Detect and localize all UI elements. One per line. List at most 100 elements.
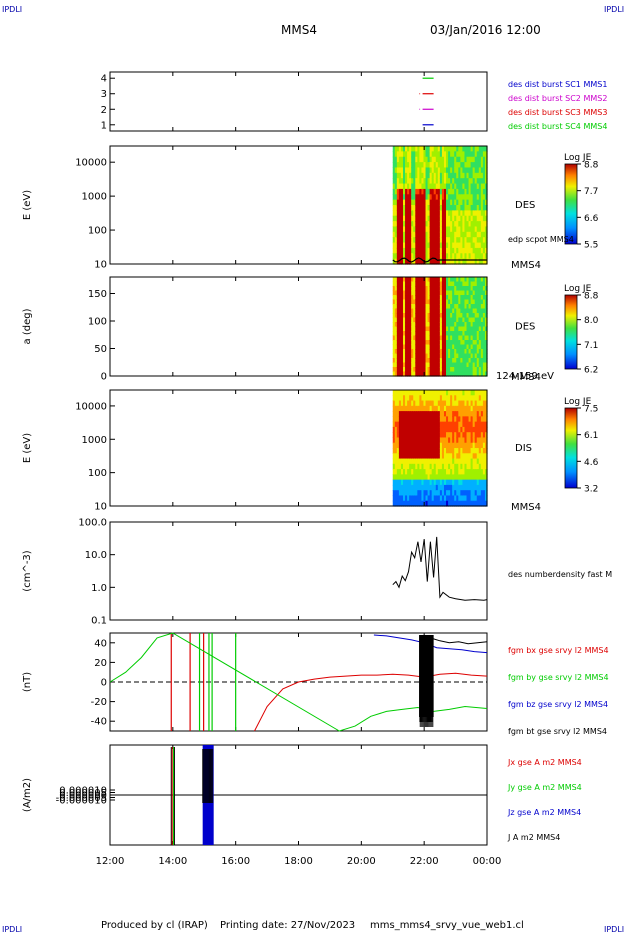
spectrogram-cell xyxy=(425,390,429,396)
spectrogram-cell xyxy=(413,395,416,402)
spectrogram-cell xyxy=(439,188,443,195)
spectrogram-cell xyxy=(433,495,437,502)
spectrogram-cell xyxy=(419,432,423,439)
spectrogram-cell xyxy=(396,286,400,292)
spectrogram-cell xyxy=(400,210,404,217)
spectrogram-cell xyxy=(394,349,398,355)
spectrogram-cell xyxy=(456,258,459,265)
spectrogram-cell xyxy=(446,313,449,319)
spectrogram-cell xyxy=(474,162,478,169)
spectrogram-cell xyxy=(448,290,451,296)
spectrogram-cell xyxy=(409,411,412,417)
spectrogram-cell xyxy=(411,349,414,355)
spectrogram-cell xyxy=(441,183,445,190)
spectrogram-cell xyxy=(460,308,464,314)
spectrogram-cell xyxy=(415,210,418,217)
spectrogram-cell xyxy=(433,199,437,206)
spectrogram-cell xyxy=(454,199,457,206)
spectrogram-cell xyxy=(472,469,476,475)
spectrogram-cell xyxy=(392,286,396,292)
spectrogram-cell xyxy=(446,242,449,249)
spectrogram-cell xyxy=(411,242,414,249)
spectrogram-cell xyxy=(472,340,476,346)
spectrogram-cell xyxy=(417,371,420,377)
spectrogram-cell xyxy=(437,210,441,217)
spectrogram-cell xyxy=(464,432,468,439)
spectrogram-cell xyxy=(458,362,461,368)
spectrogram-cell xyxy=(419,490,423,497)
spectrogram-cell xyxy=(425,295,429,301)
spectrogram-cell xyxy=(446,358,449,364)
spectrogram-cell xyxy=(421,215,425,222)
spectrogram-cell xyxy=(466,326,470,332)
spectrogram-cell xyxy=(474,453,478,460)
spectrogram-cell xyxy=(480,426,484,433)
spectrogram-cell xyxy=(441,484,445,491)
spectrogram-cell xyxy=(448,221,451,228)
spectrogram-cell xyxy=(456,188,459,195)
spectrogram-cell xyxy=(407,247,410,254)
spectrogram-cell xyxy=(480,286,484,292)
y-tick-label: 0.000010 xyxy=(59,786,107,797)
spectrogram-cell xyxy=(407,290,410,296)
spectrogram-cell xyxy=(466,178,470,185)
spectrogram-cell xyxy=(446,258,449,265)
spectrogram-cell xyxy=(448,162,451,169)
spectrogram-cell xyxy=(435,463,439,470)
spectrogram-cell xyxy=(433,426,437,433)
spectrogram-cell xyxy=(458,242,461,249)
spectrogram-cell xyxy=(400,304,404,310)
spectrogram-cell xyxy=(476,484,480,491)
spectrogram-cell xyxy=(413,156,416,163)
spectrogram-cell xyxy=(429,167,433,174)
spectrogram-cell xyxy=(484,479,488,486)
spectrogram-cell xyxy=(482,442,486,449)
spectrogram-cell xyxy=(441,371,445,377)
spectrogram-cell xyxy=(407,353,410,359)
spectrogram-cell xyxy=(409,162,412,169)
spectrogram-cell xyxy=(480,277,484,283)
spectrogram-cell xyxy=(450,463,453,470)
spectrogram-cell xyxy=(425,400,429,407)
spectrogram-cell xyxy=(456,367,459,373)
spectrogram-cell xyxy=(472,317,476,323)
spectrogram-cell xyxy=(415,442,418,449)
spectrogram-cell xyxy=(472,299,476,305)
spectrogram-cell xyxy=(441,286,445,292)
spectrogram-cell xyxy=(433,437,437,444)
spectrogram-cell xyxy=(466,358,470,364)
spectrogram-cell xyxy=(431,432,435,439)
spectrogram-cell xyxy=(450,221,453,228)
spectrogram-cell xyxy=(443,458,447,465)
spectrogram-cell xyxy=(460,371,464,377)
spectrogram-cell xyxy=(411,304,414,310)
spectrogram-cell xyxy=(466,277,470,283)
spectrogram-cell xyxy=(480,411,484,417)
spectrogram-cell xyxy=(439,317,443,323)
spectrogram-cell xyxy=(464,277,468,283)
spectrogram-cell xyxy=(443,453,447,460)
spectrogram-cell xyxy=(464,490,468,497)
spectrogram-cell xyxy=(400,299,404,305)
spectrogram-cell xyxy=(415,317,418,323)
spectrogram-cell xyxy=(435,281,439,287)
spectrogram-cell xyxy=(454,317,457,323)
spectrogram-cell xyxy=(417,344,420,350)
spectrogram-cell xyxy=(429,290,433,296)
spectrogram-cell xyxy=(415,167,418,174)
spectrogram-cell xyxy=(425,453,429,460)
spectrogram-cell xyxy=(415,237,418,244)
spectrogram-cell xyxy=(484,474,488,481)
spectrogram-cell xyxy=(429,463,433,470)
spectrogram-cell xyxy=(443,411,447,417)
spectrogram-cell xyxy=(472,156,476,163)
spectrogram-cell xyxy=(439,231,443,238)
spectrogram-cell xyxy=(417,390,420,396)
spectrogram-cell xyxy=(462,299,466,305)
spectrogram-cell xyxy=(460,322,464,328)
spectrogram-cell xyxy=(470,221,474,228)
spectrogram-cell xyxy=(417,322,420,328)
spectrogram-cell xyxy=(400,479,404,486)
spectrogram-cell xyxy=(456,344,459,350)
spectrogram-cell xyxy=(452,490,455,497)
